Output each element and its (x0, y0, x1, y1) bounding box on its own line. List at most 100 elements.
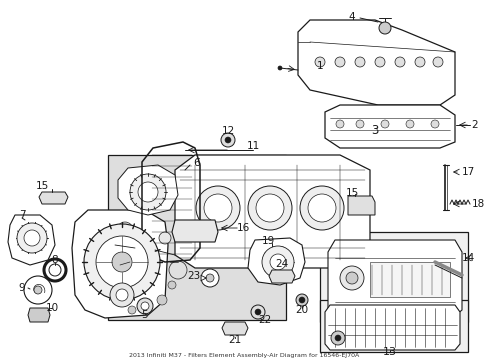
Circle shape (34, 286, 42, 294)
Circle shape (430, 120, 438, 128)
Text: 12: 12 (221, 126, 234, 136)
Polygon shape (325, 105, 454, 148)
Circle shape (24, 276, 52, 304)
Text: 4: 4 (348, 12, 355, 22)
Circle shape (374, 57, 384, 67)
Text: 19: 19 (261, 236, 274, 246)
Circle shape (196, 186, 240, 230)
Circle shape (278, 66, 282, 70)
Circle shape (432, 57, 442, 67)
Circle shape (117, 222, 133, 238)
Polygon shape (222, 322, 247, 335)
Circle shape (254, 309, 261, 315)
Circle shape (295, 294, 307, 306)
Text: 18: 18 (471, 199, 484, 209)
Polygon shape (28, 308, 50, 322)
Polygon shape (247, 238, 305, 285)
Text: 16: 16 (236, 223, 249, 233)
Polygon shape (175, 155, 369, 268)
Circle shape (203, 194, 231, 222)
Text: 21: 21 (228, 335, 241, 345)
Polygon shape (39, 192, 68, 204)
Text: 20: 20 (295, 305, 308, 315)
Circle shape (339, 266, 363, 290)
Text: 15: 15 (35, 181, 48, 191)
Bar (108, 155, 285, 320)
Polygon shape (72, 210, 168, 318)
Polygon shape (297, 20, 454, 105)
Circle shape (17, 223, 47, 253)
Circle shape (414, 57, 424, 67)
Circle shape (141, 245, 155, 259)
Circle shape (307, 194, 335, 222)
Circle shape (299, 186, 343, 230)
Circle shape (141, 302, 149, 310)
Circle shape (378, 22, 390, 34)
Polygon shape (325, 305, 459, 350)
Circle shape (256, 194, 284, 222)
Polygon shape (8, 215, 55, 265)
Polygon shape (327, 240, 461, 320)
Text: 23: 23 (186, 271, 200, 281)
Circle shape (137, 298, 153, 314)
Circle shape (355, 120, 363, 128)
Circle shape (224, 137, 230, 143)
Circle shape (262, 246, 293, 278)
Text: 14: 14 (461, 253, 474, 263)
Circle shape (330, 331, 345, 345)
Text: 7: 7 (19, 210, 25, 220)
Text: 15: 15 (345, 188, 358, 198)
Circle shape (168, 281, 176, 289)
Text: 3: 3 (370, 123, 378, 136)
Circle shape (354, 57, 364, 67)
Circle shape (116, 289, 128, 301)
Circle shape (128, 306, 136, 314)
Circle shape (130, 174, 165, 210)
Polygon shape (118, 165, 178, 215)
Circle shape (24, 230, 40, 246)
Circle shape (247, 186, 291, 230)
Text: 10: 10 (45, 303, 59, 313)
Polygon shape (172, 220, 218, 242)
Text: 5: 5 (142, 310, 148, 320)
Circle shape (250, 305, 264, 319)
Circle shape (221, 133, 235, 147)
Circle shape (113, 293, 123, 303)
Polygon shape (347, 196, 374, 215)
Circle shape (269, 254, 285, 270)
Text: 9: 9 (19, 283, 25, 293)
Text: 2013 Infiniti M37 - Filters Element Assembly-Air Diagram for 16546-EJ70A: 2013 Infiniti M37 - Filters Element Asse… (129, 353, 358, 358)
Text: 17: 17 (461, 167, 474, 177)
Text: 8: 8 (52, 255, 58, 265)
Circle shape (334, 335, 340, 341)
Circle shape (96, 236, 148, 288)
Bar (319, 232, 467, 322)
Circle shape (110, 283, 134, 307)
Circle shape (394, 57, 404, 67)
Circle shape (119, 274, 131, 286)
Text: 13: 13 (382, 347, 396, 357)
Circle shape (201, 269, 219, 287)
Circle shape (138, 182, 158, 202)
Text: 24: 24 (275, 259, 288, 269)
Text: 6: 6 (193, 158, 200, 168)
Circle shape (205, 274, 214, 282)
Circle shape (157, 295, 167, 305)
Circle shape (334, 57, 345, 67)
Circle shape (346, 272, 357, 284)
Polygon shape (268, 270, 294, 283)
Circle shape (335, 120, 343, 128)
Circle shape (405, 120, 413, 128)
Bar (369, 262, 449, 297)
Circle shape (169, 261, 186, 279)
Text: 22: 22 (258, 315, 271, 325)
Circle shape (112, 252, 132, 272)
Circle shape (298, 297, 305, 303)
Text: 2: 2 (471, 120, 477, 130)
Circle shape (84, 224, 160, 300)
Text: 11: 11 (246, 141, 259, 151)
Bar (319, 300, 467, 352)
Circle shape (380, 120, 388, 128)
Circle shape (159, 232, 171, 244)
Text: 1: 1 (316, 61, 323, 71)
